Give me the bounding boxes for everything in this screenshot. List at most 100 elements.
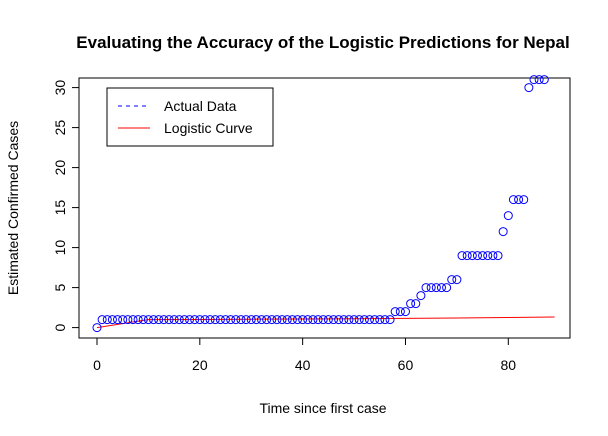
data-point <box>241 315 251 325</box>
data-point <box>107 315 117 325</box>
data-point <box>287 315 297 325</box>
data-point <box>375 315 385 325</box>
y-tick-label: 15 <box>52 200 68 216</box>
data-point <box>354 315 364 325</box>
data-point <box>431 283 441 293</box>
x-tick-label: 60 <box>398 357 414 373</box>
data-point <box>133 315 143 325</box>
x-tick-label: 0 <box>93 357 101 373</box>
data-point <box>149 315 159 325</box>
chart-title: Evaluating the Accuracy of the Logistic … <box>76 33 569 52</box>
actual-data-points <box>92 75 549 333</box>
data-point <box>503 211 513 221</box>
data-point <box>164 315 174 325</box>
data-point <box>385 315 395 325</box>
data-point <box>293 315 303 325</box>
y-tick-label: 20 <box>52 160 68 176</box>
data-point <box>195 315 205 325</box>
x-tick-label: 80 <box>501 357 517 373</box>
data-point <box>364 315 374 325</box>
legend-label-actual-data: Actual Data <box>164 98 237 114</box>
data-point <box>231 315 241 325</box>
data-point <box>462 251 472 261</box>
data-point <box>539 75 549 85</box>
data-point <box>210 315 220 325</box>
data-point <box>483 251 493 261</box>
data-point <box>246 315 256 325</box>
data-point <box>339 315 349 325</box>
data-point <box>154 315 164 325</box>
data-point <box>92 323 102 333</box>
data-point <box>128 315 138 325</box>
data-point <box>174 315 184 325</box>
data-point <box>143 315 153 325</box>
data-point <box>257 315 267 325</box>
y-tick-label: 10 <box>52 240 68 256</box>
data-point <box>426 283 436 293</box>
data-point <box>416 291 426 301</box>
data-point <box>442 283 452 293</box>
data-point <box>185 315 195 325</box>
data-point <box>277 315 287 325</box>
y-tick-label: 5 <box>52 283 68 291</box>
data-point <box>411 299 421 309</box>
data-point <box>215 315 225 325</box>
data-point <box>395 307 405 317</box>
logistic-curve-layer <box>96 316 555 329</box>
data-point <box>334 315 344 325</box>
y-axis: 0 5 10 15 20 25 30 <box>52 80 80 331</box>
data-point <box>179 315 189 325</box>
data-point <box>508 195 518 205</box>
data-point <box>493 251 503 261</box>
legend-box <box>106 87 274 147</box>
data-point <box>123 315 133 325</box>
y-tick-label: 0 <box>52 323 68 331</box>
data-point <box>190 315 200 325</box>
data-point <box>534 75 544 85</box>
data-point <box>113 315 123 325</box>
data-point <box>447 275 457 285</box>
y-tick-label: 30 <box>52 80 68 96</box>
data-point <box>400 307 410 317</box>
data-point <box>457 251 467 261</box>
data-point <box>138 315 148 325</box>
x-tick-label: 40 <box>295 357 311 373</box>
data-point <box>467 251 477 261</box>
data-point <box>200 315 210 325</box>
data-point <box>282 315 292 325</box>
data-point <box>102 315 112 325</box>
data-point <box>436 283 446 293</box>
data-point <box>205 315 215 325</box>
data-point <box>478 251 488 261</box>
data-point <box>303 315 313 325</box>
data-point <box>272 315 282 325</box>
data-point <box>406 299 416 309</box>
data-point <box>159 315 169 325</box>
data-point <box>488 251 498 261</box>
data-point <box>421 283 431 293</box>
legend-label-logistic-curve: Logistic Curve <box>164 120 253 136</box>
data-point <box>514 195 524 205</box>
legend: Actual Data Logistic Curve <box>106 87 274 147</box>
data-point <box>251 315 261 325</box>
y-tick-label: 25 <box>52 120 68 136</box>
x-tick-label: 20 <box>192 357 208 373</box>
y-axis-label: Estimated Confirmed Cases <box>5 121 21 295</box>
data-point <box>97 315 107 325</box>
data-point <box>298 315 308 325</box>
data-point <box>524 83 534 93</box>
data-point <box>323 315 333 325</box>
data-point <box>313 315 323 325</box>
data-point <box>118 315 128 325</box>
data-point <box>308 315 318 325</box>
data-point <box>359 315 369 325</box>
data-point <box>498 227 508 237</box>
x-axis-label: Time since first case <box>259 400 386 416</box>
data-point <box>452 275 462 285</box>
data-point <box>529 75 539 85</box>
data-point <box>519 195 529 205</box>
data-point <box>221 315 231 325</box>
data-point <box>370 315 380 325</box>
data-point <box>236 315 246 325</box>
